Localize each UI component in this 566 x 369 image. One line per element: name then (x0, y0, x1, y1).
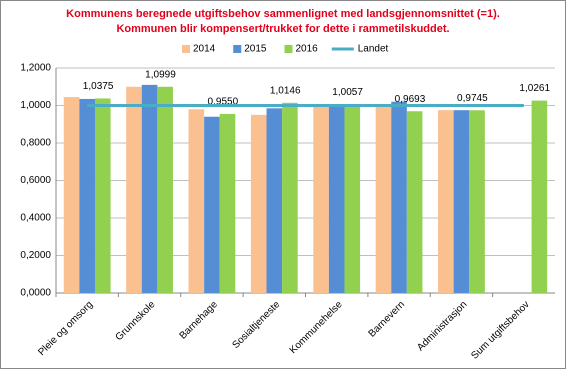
y-tick-label: 1,0000 (20, 100, 51, 111)
bar (126, 86, 142, 293)
bar (344, 104, 361, 294)
bar (438, 110, 454, 293)
value-label: 0,9693 (395, 94, 426, 105)
y-tick-label: 0,4000 (20, 213, 51, 224)
value-label: 0,9550 (208, 97, 239, 108)
value-label: 0,9745 (457, 93, 488, 104)
bar (282, 102, 298, 293)
bar (469, 110, 485, 293)
bar (204, 116, 220, 293)
y-tick-label: 0,6000 (20, 175, 51, 186)
legend-swatch (284, 45, 293, 53)
bar (141, 84, 158, 293)
bar (94, 98, 111, 293)
bar (188, 109, 205, 293)
y-tick-label: 0,8000 (20, 138, 51, 149)
chart-title: Kommunens beregnede utgiftsbehov sammenl… (66, 8, 500, 20)
legend-swatch (182, 45, 190, 53)
value-label: 1,0146 (270, 85, 301, 96)
legend-swatch (233, 45, 242, 53)
value-label: 1,0999 (145, 69, 176, 80)
bar (219, 113, 236, 293)
value-label: 1,0375 (83, 81, 114, 92)
legend-label: 2016 (296, 44, 319, 55)
bar (313, 105, 329, 293)
bar (391, 101, 407, 293)
bar (266, 108, 283, 293)
bar (328, 105, 345, 293)
bar (375, 106, 392, 293)
bar (406, 111, 423, 293)
value-label: 1,0261 (519, 83, 550, 94)
bar (157, 86, 173, 293)
y-tick-label: 1,2000 (20, 63, 51, 74)
y-tick-label: 0,2000 (20, 250, 51, 261)
bar (531, 100, 548, 293)
bar (250, 114, 267, 293)
legend-label: 2014 (193, 44, 216, 55)
bar (79, 98, 95, 293)
y-tick-label: 0,0000 (20, 288, 51, 299)
bar (63, 97, 80, 293)
legend-label: Landet (358, 44, 389, 55)
legend-label: 2015 (244, 44, 267, 55)
bar (453, 110, 470, 293)
value-label: 1,0057 (332, 87, 363, 98)
chart-title: Kommunen blir kompensert/trukket for det… (116, 23, 449, 35)
